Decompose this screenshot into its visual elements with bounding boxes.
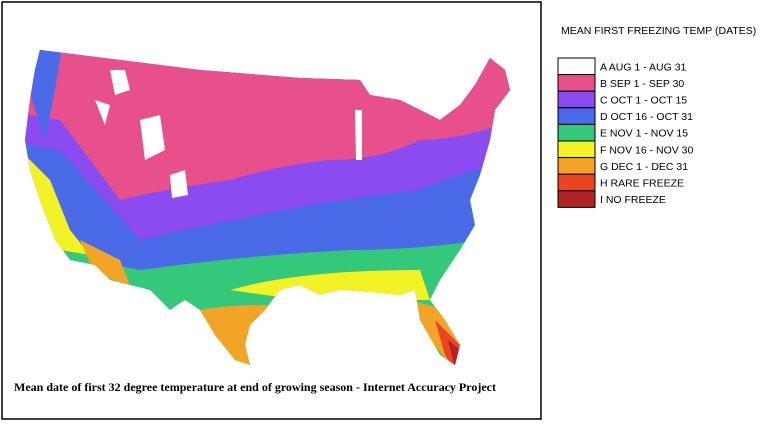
legend: A AUG 1 - AUG 31 B SEP 1 - SEP 30 C OCT 1 … <box>557 57 694 208</box>
legend-swatch <box>557 173 596 192</box>
legend-label: F NOV 16 - NOV 30 <box>600 144 694 156</box>
legend-swatch <box>557 57 596 76</box>
legend-title: MEAN FIRST FREEZING TEMP (DATES) <box>561 25 756 37</box>
legend-swatch <box>557 123 596 142</box>
legend-label: H RARE FREEZE <box>600 178 684 190</box>
map-caption: Mean date of first 32 degree temperature… <box>14 380 496 394</box>
legend-label: D OCT 16 - OCT 31 <box>600 111 693 123</box>
legend-label: I NO FREEZE <box>600 194 666 206</box>
legend-swatch <box>557 190 596 208</box>
legend-swatch <box>557 107 596 125</box>
legend-label: G DEC 1 - DEC 31 <box>600 161 688 173</box>
legend-swatch <box>557 157 596 175</box>
legend-label: A AUG 1 - AUG 31 <box>600 61 687 73</box>
legend-swatch <box>557 90 596 109</box>
legend-swatch <box>557 74 596 92</box>
legend-label: B SEP 1 - SEP 30 <box>600 78 684 90</box>
legend-label: C OCT 1 - OCT 15 <box>600 95 687 107</box>
legend-swatch <box>557 140 596 159</box>
legend-label: E NOV 1 - NOV 15 <box>600 128 688 140</box>
